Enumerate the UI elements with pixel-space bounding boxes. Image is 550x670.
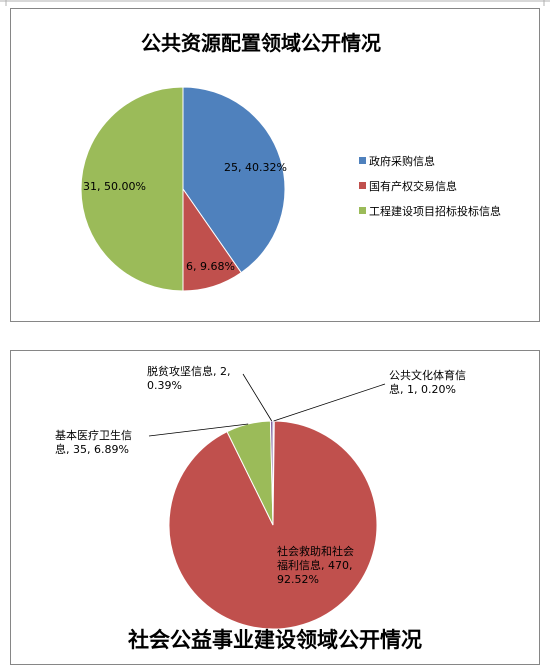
pie-slice-0-2 bbox=[80, 86, 184, 292]
chart-title-1: 社会公益事业建设领域公开情况 bbox=[127, 627, 422, 652]
chart-public-resources: 公共资源配置领域公开情况 25, 40.32% 6, 9.68% 31, 50.00%… bbox=[10, 8, 540, 322]
data-label-1-3-1: 0.39% bbox=[147, 379, 182, 392]
pie-slice-0-0 bbox=[182, 86, 286, 274]
data-label-0-2-0: 31, 50.00% bbox=[83, 180, 146, 193]
data-label-0-1-0: 6, 9.68% bbox=[186, 260, 235, 273]
leader-line-1-3 bbox=[242, 373, 273, 422]
data-label-1-1-2: 92.52% bbox=[277, 573, 319, 586]
legend-entry-0-0: 政府采购信息 bbox=[369, 154, 435, 168]
data-label-1-1-1: 福利信息, 470, bbox=[277, 558, 353, 572]
data-label-1-0-1: 息, 1, 0.20% bbox=[389, 382, 456, 396]
leader-line-1-2 bbox=[148, 423, 249, 437]
legend-swatch-0-0 bbox=[359, 157, 366, 164]
data-label-1-3-0: 脱贫攻坚信息, 2, bbox=[147, 364, 231, 378]
chart-title-0: 公共资源配置领域公开情况 bbox=[141, 31, 381, 55]
chart-public-resources-svg: 公共资源配置领域公开情况 25, 40.32% 6, 9.68% 31, 50.00%… bbox=[80, 31, 501, 292]
data-label-1-0-0: 公共文化体育信 bbox=[389, 368, 466, 382]
legend-entry-0-1: 国有产权交易信息 bbox=[369, 179, 457, 193]
data-label-0-0-0: 25, 40.32% bbox=[224, 161, 287, 174]
legend-entry-0-2: 工程建设项目招标投标信息 bbox=[369, 204, 501, 218]
legend-swatch-0-1 bbox=[359, 182, 366, 189]
data-label-1-2-0: 基本医疗卫生信 bbox=[55, 428, 132, 442]
data-label-1-1-0: 社会救助和社会 bbox=[277, 544, 354, 558]
legend-swatch-0-2 bbox=[359, 207, 366, 214]
leader-line-1-0 bbox=[273, 383, 386, 422]
data-label-1-2-1: 息, 35, 6.89% bbox=[55, 442, 129, 456]
chart-social-welfare: 社会公益事业建设领域公开情况 公共文化体育信 息, 1, 0.20% 社会救助和社会福… bbox=[10, 350, 540, 665]
top-rule bbox=[0, 0, 550, 6]
